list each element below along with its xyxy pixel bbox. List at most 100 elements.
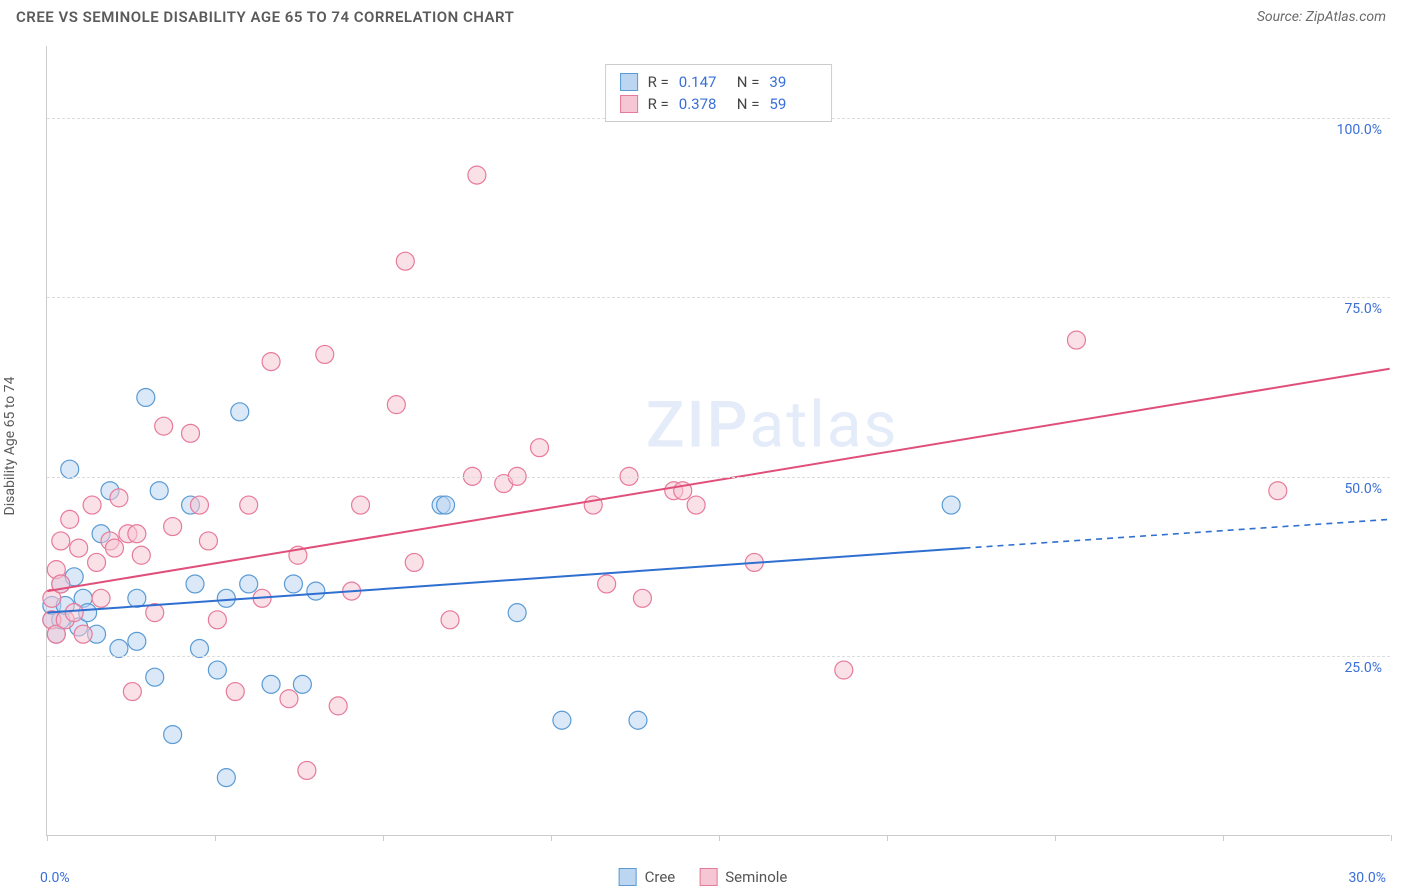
data-point [1067,331,1085,349]
data-point [88,553,106,571]
data-point [128,589,146,607]
legend-swatch [699,868,717,886]
legend-swatch [620,73,638,91]
chart-source: Source: ZipAtlas.com [1257,9,1386,25]
chart-title: CREE VS SEMINOLE DISABILITY AGE 65 TO 74… [16,8,514,26]
data-point [231,403,249,421]
data-point [468,166,486,184]
legend-n-value: 39 [769,73,817,91]
data-point [52,532,70,550]
data-point [70,539,88,557]
data-point [164,726,182,744]
data-point [128,632,146,650]
data-point [553,711,571,729]
data-point [208,611,226,629]
y-tick-label: 50.0% [1344,481,1382,497]
data-point [598,575,616,593]
data-point [150,482,168,500]
data-point [942,496,960,514]
data-point [92,589,110,607]
data-point [508,604,526,622]
legend-r-value: 0.147 [679,73,727,91]
data-point [65,604,83,622]
legend-r-label: R = [648,95,669,113]
x-tick [1223,835,1224,841]
scatter-svg [47,46,1390,835]
data-point [352,496,370,514]
legend-n-value: 59 [769,95,817,113]
chart-header: CREE VS SEMINOLE DISABILITY AGE 65 TO 74… [0,0,1406,32]
data-point [137,388,155,406]
data-point [387,396,405,414]
data-point [190,496,208,514]
x-axis-min-label: 0.0% [40,870,70,886]
data-point [531,439,549,457]
data-point [1269,482,1287,500]
data-point [61,510,79,528]
y-axis-title: Disability Age 65 to 74 [2,377,18,516]
data-point [123,683,141,701]
gridline-h [47,297,1390,298]
data-point [155,417,173,435]
data-point [687,496,705,514]
legend-series-label: Seminole [725,868,787,886]
data-point [329,697,347,715]
x-tick [887,835,888,841]
legend-r-value: 0.378 [679,95,727,113]
data-point [132,546,150,564]
legend-r-label: R = [648,73,669,91]
data-point [293,675,311,693]
data-point [186,575,204,593]
data-point [307,582,325,600]
x-tick [215,835,216,841]
gridline-h [47,656,1390,657]
x-tick [719,835,720,841]
data-point [199,532,217,550]
legend-series-item: Cree [619,868,676,886]
data-point [262,353,280,371]
data-point [629,711,647,729]
data-point [226,683,244,701]
legend-swatch [619,868,637,886]
data-point [405,553,423,571]
x-axis-max-label: 30.0% [1348,870,1386,886]
data-point [208,661,226,679]
data-point [298,761,316,779]
legend-series-label: Cree [645,868,676,886]
chart-plot-area: ZIPatlas R =0.147N =39R =0.378N =59 25.0… [46,46,1390,836]
data-point [240,496,258,514]
y-tick-label: 25.0% [1344,660,1382,676]
legend-stats: R =0.147N =39R =0.378N =59 [605,64,833,122]
data-point [74,625,92,643]
data-point [262,675,280,693]
data-point [83,496,101,514]
legend-n-label: N = [737,73,760,91]
data-point [128,525,146,543]
legend-stat-row: R =0.378N =59 [620,93,818,115]
data-point [217,769,235,787]
data-point [164,518,182,536]
data-point [110,640,128,658]
x-tick [1391,835,1392,841]
data-point [146,668,164,686]
data-point [105,539,123,557]
data-point [441,611,459,629]
data-point [190,640,208,658]
data-point [437,496,455,514]
y-tick-label: 75.0% [1344,301,1382,317]
trend-line [47,369,1389,591]
x-tick [551,835,552,841]
x-tick [1055,835,1056,841]
data-point [284,575,302,593]
legend-series-item: Seminole [699,868,787,886]
trend-line [47,548,964,613]
trend-line-extrapolated [965,519,1390,548]
data-point [316,345,334,363]
data-point [110,489,128,507]
x-tick [47,835,48,841]
x-tick [383,835,384,841]
data-point [182,424,200,442]
legend-swatch [620,95,638,113]
data-point [280,690,298,708]
data-point [61,460,79,478]
